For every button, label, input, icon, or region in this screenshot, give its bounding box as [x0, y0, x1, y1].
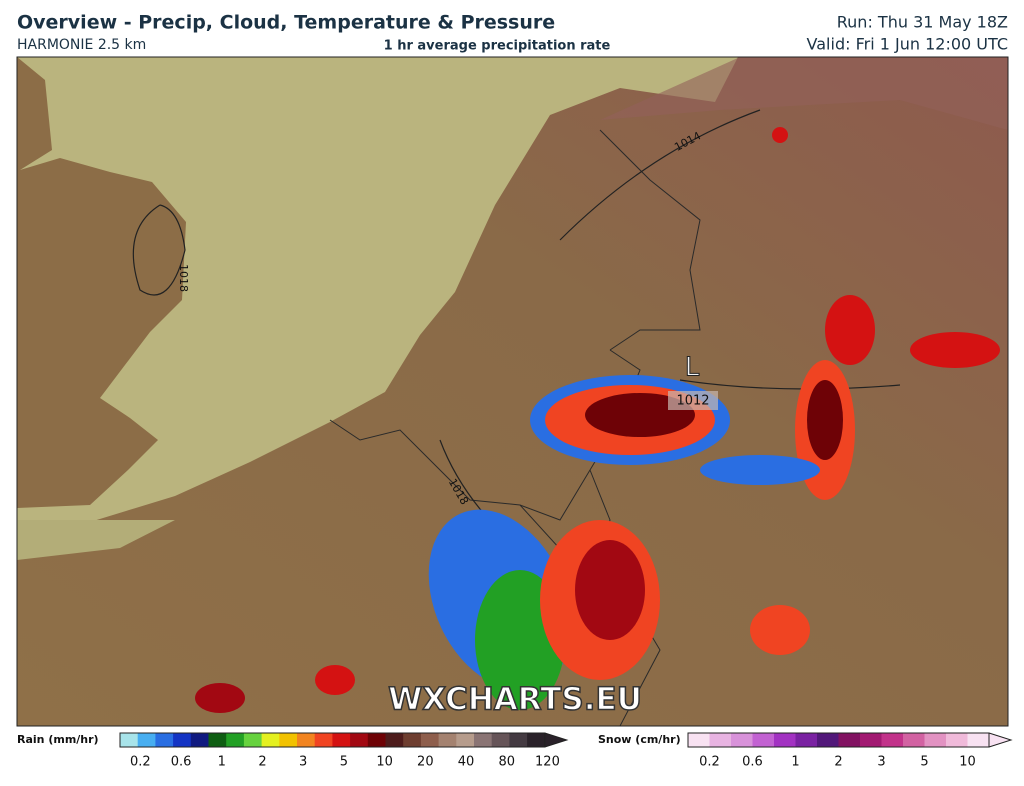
legend-swatch [752, 733, 775, 747]
legend-tick-label: 0.6 [171, 755, 192, 770]
rain-legend-title: Rain (mm/hr) [17, 733, 99, 746]
legend-swatch [261, 733, 280, 747]
legend-swatch [903, 733, 925, 747]
legend-swatch [190, 733, 209, 747]
title: Overview - Precip, Cloud, Temperature & … [17, 12, 555, 34]
map: 1014 1018 1018 L 1012 WXCHARTS.EU [17, 57, 1008, 726]
legend-tick-label: 10 [959, 755, 976, 770]
legend-swatch [208, 733, 227, 747]
legend-tick-label: 3 [299, 755, 307, 770]
legend-swatch [403, 733, 422, 747]
snow-legend-title: Snow (cm/hr) [598, 733, 681, 746]
legend-swatch [860, 733, 882, 747]
legend-swatch [817, 733, 839, 747]
legend-swatch [279, 733, 298, 747]
channel [17, 520, 175, 560]
legend-border [119, 732, 546, 748]
legend-swatch [838, 733, 861, 747]
legend-tick-label: 120 [535, 755, 560, 770]
legend-arrow [988, 732, 1013, 748]
legend-swatch [527, 733, 546, 747]
legend-swatch [946, 733, 968, 747]
legend-swatch [297, 733, 316, 747]
map-frame [16, 56, 1009, 727]
legend-swatch [243, 733, 263, 747]
legend-tick-label: 80 [498, 755, 515, 770]
legend-swatch [332, 733, 351, 747]
legend-swatch [709, 733, 732, 747]
model: HARMONIE 2.5 km [17, 37, 146, 53]
legend-swatch [226, 733, 245, 747]
legend-tick-label: 0.2 [699, 755, 720, 770]
legend-tick-label: 0.6 [742, 755, 763, 770]
low-label-box [668, 391, 718, 410]
legend-tick-label: 5 [340, 755, 348, 770]
legend-arrow [544, 732, 569, 748]
legend-swatch [924, 733, 947, 747]
precipitation [195, 127, 1000, 713]
legend-swatch [967, 733, 990, 747]
legend-tick-label: 20 [417, 755, 434, 770]
legend-swatch [155, 733, 174, 747]
legend-tick-label: 1 [218, 755, 226, 770]
subtitle: 1 hr average precipitation rate [384, 39, 611, 54]
legend-swatch [774, 733, 796, 747]
legend-swatch [795, 733, 818, 747]
legend-tick-label: 5 [920, 755, 928, 770]
legend-swatch [438, 733, 457, 747]
legend-swatch [731, 733, 753, 747]
legend-tick-label: 2 [834, 755, 842, 770]
legends: 0.2 0.6 1 2 3 5 10 20 40 80 120 0.2 0.6 1 2 3 5 10 [119, 732, 1013, 770]
great-britain [17, 57, 186, 508]
legend-border [687, 732, 990, 748]
watermark: WXCHARTS.EU [388, 682, 642, 718]
legend-swatch [420, 733, 440, 747]
low-pressure: 1012 [676, 394, 709, 409]
legend-swatch [491, 733, 510, 747]
legend-swatch [474, 733, 493, 747]
legend-swatch [367, 733, 386, 747]
continent [17, 57, 1008, 726]
legend-tick-label: 2 [258, 755, 266, 770]
legend-tick-label: 3 [877, 755, 885, 770]
legend-tick-label: 10 [376, 755, 393, 770]
legend-tick-label: 0.2 [130, 755, 151, 770]
valid-time: Valid: Fri 1 Jun 12:00 UTC [807, 35, 1008, 54]
legend-swatch [456, 733, 475, 747]
legend-swatch [120, 733, 139, 747]
isobar-label: 1018 [177, 264, 190, 292]
legend-swatch [350, 733, 369, 747]
legend-swatch [688, 733, 710, 747]
legend-swatch [509, 733, 528, 747]
legend-swatch [314, 733, 333, 747]
legend-swatch [881, 733, 904, 747]
legend-swatch [385, 733, 404, 747]
legend-swatch [173, 733, 192, 747]
legend-swatch [137, 733, 156, 747]
low-symbol: L [685, 353, 700, 383]
run-time: Run: Thu 31 May 18Z [837, 13, 1008, 32]
cloud [600, 57, 1008, 130]
legend-tick-label: 1 [791, 755, 799, 770]
legend-tick-label: 40 [458, 755, 475, 770]
